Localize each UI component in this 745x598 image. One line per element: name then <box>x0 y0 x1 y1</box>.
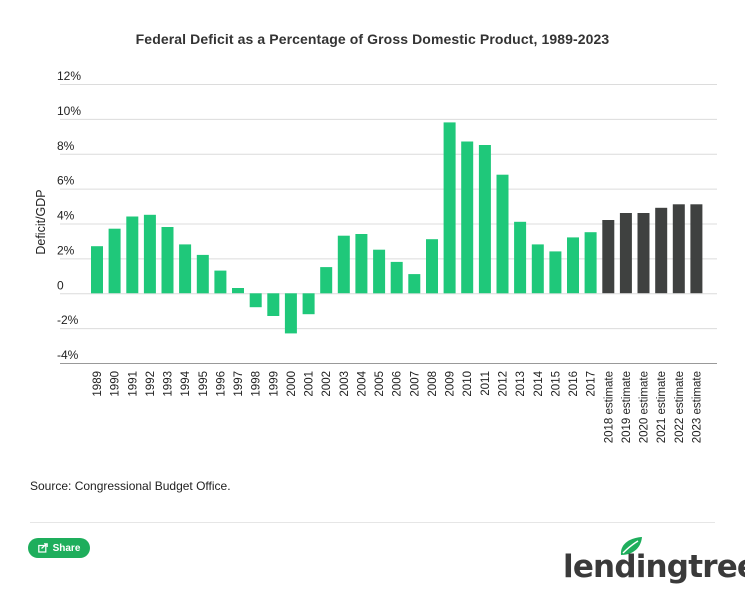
x-tick-label: 2003 <box>339 371 351 397</box>
x-tick-label: 1991 <box>127 371 139 397</box>
y-tick-label: 10% <box>57 104 81 118</box>
bar-2021-estimate[interactable] <box>655 207 668 294</box>
x-tick-label: 1990 <box>110 371 122 397</box>
y-tick-label: 6% <box>57 174 75 188</box>
x-tick-label: 2021 estimate <box>656 371 668 443</box>
deficit-bar-chart: 12%10%8%6%4%2%0-2%-4% 1989 1990 1991 1992 19… <box>34 69 717 443</box>
x-tick-label: 1996 <box>215 371 227 397</box>
bar-2001[interactable] <box>302 293 315 315</box>
x-tick-label: 2007 <box>409 371 421 397</box>
bar-2007[interactable] <box>408 274 421 294</box>
x-tick-label: 2000 <box>286 371 298 397</box>
brand-name: lendingtree <box>563 549 745 585</box>
bar-2016[interactable] <box>567 237 579 294</box>
bar-2005[interactable] <box>373 249 386 294</box>
share-label: Share <box>52 542 81 554</box>
bar-2003[interactable] <box>337 235 350 294</box>
bar-2010[interactable] <box>461 141 474 294</box>
x-tick-label: 2009 <box>445 371 457 397</box>
y-tick-label: -2% <box>57 313 79 327</box>
bar-1993[interactable] <box>161 227 174 294</box>
x-tick-label: 1997 <box>233 371 245 397</box>
bars <box>91 122 703 334</box>
x-tick-label: 2006 <box>392 371 404 397</box>
bar-2023-estimate[interactable] <box>690 204 703 294</box>
bar-1996[interactable] <box>214 270 227 294</box>
bar-2013[interactable] <box>514 221 527 294</box>
bar-2022-estimate[interactable] <box>672 204 685 294</box>
bar-2002[interactable] <box>320 267 333 294</box>
footer-divider <box>30 522 715 523</box>
bar-2015[interactable] <box>549 251 562 294</box>
x-tick-label: 2022 estimate <box>674 371 686 443</box>
source-note: Source: Congressional Budget Office. <box>30 479 231 493</box>
x-tick-label: 2004 <box>356 370 368 396</box>
x-tick-label: 2015 <box>550 371 562 397</box>
x-tick-label: 1998 <box>251 371 263 397</box>
x-tick-label: 2017 <box>586 371 598 397</box>
x-tick-label: 2014 <box>533 370 545 396</box>
leaf-icon <box>620 537 642 555</box>
x-tick-label: 2020 estimate <box>639 371 651 443</box>
bar-2014[interactable] <box>531 244 544 294</box>
share-icon <box>37 543 48 553</box>
y-tick-label: 0 <box>57 278 64 292</box>
x-tick-label: 2019 estimate <box>621 371 633 443</box>
x-tick-label: 1992 <box>145 371 157 397</box>
x-tick-label: 1999 <box>268 371 280 397</box>
bar-2012[interactable] <box>496 174 509 294</box>
bar-2009[interactable] <box>443 122 456 294</box>
x-tick-label: 2013 <box>515 371 527 397</box>
bar-1998[interactable] <box>249 293 262 308</box>
x-tick-label: 2002 <box>321 371 333 397</box>
grid-lines <box>60 84 717 364</box>
bar-1989[interactable] <box>91 246 103 294</box>
x-tick-label: 1994 <box>180 370 192 396</box>
y-tick-label: 8% <box>57 139 75 153</box>
bar-1992[interactable] <box>143 214 156 294</box>
x-tick-label: 1993 <box>163 371 175 397</box>
bar-2017[interactable] <box>584 232 597 294</box>
x-tick-label: 2012 <box>498 371 510 397</box>
bar-2008[interactable] <box>426 239 438 294</box>
bar-1994[interactable] <box>179 244 192 294</box>
y-axis-title: Deficit/GDP <box>34 189 48 254</box>
bar-2006[interactable] <box>390 261 403 294</box>
bar-1991[interactable] <box>126 216 139 294</box>
bar-2004[interactable] <box>355 234 368 294</box>
x-tick-label: 1989 <box>92 371 104 397</box>
y-tick-label: 12% <box>57 69 81 83</box>
y-tick-label: 2% <box>57 243 75 257</box>
y-axis-ticks: 12% 10% 8% 6% 4% 2% 0 -2% -4% <box>57 69 81 362</box>
bar-2019-estimate[interactable] <box>619 213 632 294</box>
bar-2018-estimate[interactable] <box>602 220 615 294</box>
bar-1999[interactable] <box>267 293 280 316</box>
x-tick-label: 2011 <box>480 371 492 396</box>
x-axis-labels: 1989 1990 1991 1992 1993 1994 1995 1996 1997 1998… <box>92 370 703 443</box>
x-tick-label: 2023 estimate <box>691 371 703 443</box>
bar-1997[interactable] <box>232 288 244 294</box>
x-tick-label: 2010 <box>462 371 474 397</box>
share-button[interactable]: Share <box>28 538 90 558</box>
x-tick-label: 2018 estimate <box>603 371 615 443</box>
chart-title: Federal Deficit as a Percentage of Gross… <box>135 31 610 47</box>
x-tick-label: 2001 <box>304 371 316 397</box>
bar-1995[interactable] <box>196 254 209 294</box>
lendingtree-logo[interactable]: lendingtree <box>563 535 745 585</box>
y-tick-label: -4% <box>57 348 79 362</box>
x-tick-label: 2008 <box>427 371 439 397</box>
bar-2011[interactable] <box>478 145 491 294</box>
bar-1990[interactable] <box>108 228 121 294</box>
bar-2020-estimate[interactable] <box>637 213 650 294</box>
x-tick-label: 2016 <box>568 371 580 397</box>
x-tick-label: 2005 <box>374 371 386 397</box>
bar-2000[interactable] <box>284 293 297 334</box>
y-tick-label: 4% <box>57 209 75 223</box>
x-tick-label: 1995 <box>198 371 210 397</box>
